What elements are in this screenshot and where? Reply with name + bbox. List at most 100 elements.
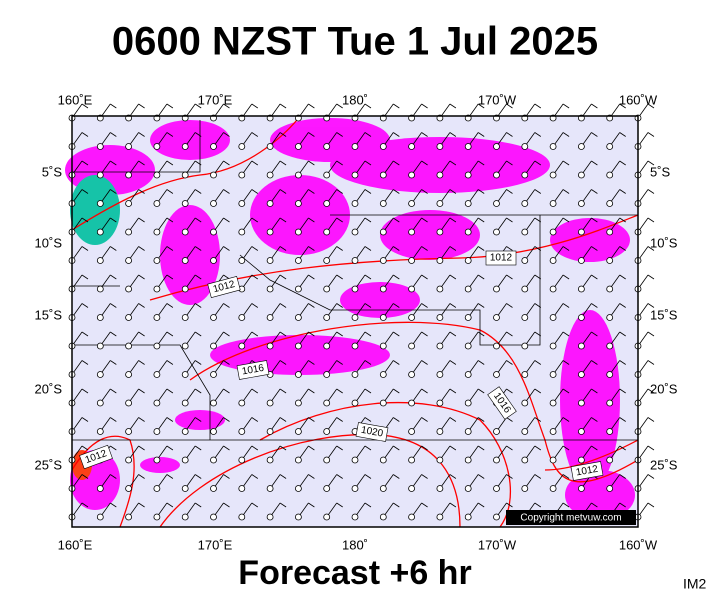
barb-flag [138, 303, 145, 308]
barb-station [294, 171, 302, 179]
barb-flag [506, 160, 513, 166]
barb-station [181, 143, 189, 150]
barb-flag [393, 246, 400, 251]
barb-station [521, 371, 529, 378]
barb-flag [166, 303, 174, 308]
barb-flag [110, 246, 117, 251]
barb-flag [477, 502, 485, 508]
barb-flag [223, 132, 230, 137]
barb-flag [647, 132, 655, 137]
barb-flag [194, 388, 202, 394]
barb-station [96, 399, 104, 407]
barb-flag [194, 103, 202, 109]
barb-flag [393, 417, 400, 422]
barb-flag [477, 160, 485, 166]
barb-flag [138, 417, 145, 422]
barb-station [96, 228, 104, 236]
barb-flag [591, 132, 598, 137]
barb-station [238, 228, 246, 236]
isobar-label: 1012 [485, 250, 517, 266]
barb-flag [591, 189, 598, 194]
barb-station [436, 228, 444, 236]
barb-flag [336, 246, 343, 251]
barb-station [351, 314, 359, 321]
barb-flag [223, 217, 230, 223]
barb-flag [166, 217, 174, 223]
barb-station [323, 371, 331, 378]
barb-flag [166, 502, 174, 508]
longitude-label-bottom: 180˚ [342, 537, 368, 552]
barb-flag [449, 160, 457, 166]
barb-station [436, 200, 444, 207]
barb-flag [619, 502, 626, 508]
barb-flag [364, 246, 372, 251]
barb-station [181, 371, 189, 378]
barb-station [294, 485, 302, 492]
barb-flag [194, 417, 202, 422]
barb-station [521, 228, 529, 236]
isobar-label-box [207, 275, 241, 299]
barb-flag [449, 103, 457, 109]
barb-station [379, 485, 387, 492]
barb-station [210, 257, 217, 264]
barb-flag [393, 388, 400, 394]
barb-flag [138, 474, 145, 479]
barb-flag [421, 360, 428, 365]
barb-flag [223, 160, 230, 166]
barb-station [351, 257, 359, 264]
barb-flag [562, 189, 570, 194]
barb-station [153, 399, 161, 407]
barb-flag [279, 189, 287, 194]
barb-station [181, 285, 189, 293]
barb-station [408, 285, 416, 293]
coastlines [72, 120, 638, 441]
barb-flag [534, 331, 542, 337]
barb-station [294, 342, 302, 350]
barb-flag [336, 274, 343, 280]
barb-flag [449, 331, 457, 337]
barb-station [153, 200, 161, 207]
barb-flag [223, 417, 230, 422]
barb-flag [619, 331, 626, 337]
barb-station [210, 200, 217, 207]
barb-station [351, 399, 359, 407]
barb-flag [421, 417, 428, 422]
barb-station [323, 314, 331, 321]
barb-flag [393, 274, 400, 280]
barb-flag [138, 246, 145, 251]
barb-flag [534, 388, 542, 394]
barb-station [323, 228, 331, 236]
barb-station [238, 456, 246, 464]
longitude-label-bottom: 170˚W [478, 537, 517, 552]
barb-station [294, 285, 302, 293]
barb-station [294, 456, 302, 464]
barb-flag [308, 160, 315, 166]
barb-station [464, 257, 472, 264]
barb-station [266, 456, 274, 464]
barb-flag [562, 103, 570, 109]
barb-station [578, 456, 585, 464]
barb-station [464, 143, 472, 150]
barb-flag [194, 217, 202, 223]
barb-flag [166, 445, 174, 451]
barb-flag [477, 474, 485, 479]
barb-station [408, 342, 416, 350]
barb-flag [534, 502, 542, 508]
barb-flag [421, 189, 428, 194]
barb-flag [308, 502, 315, 508]
barb-flag [166, 417, 174, 422]
barb-flag [279, 417, 287, 422]
barb-flag [562, 445, 570, 451]
barb-station [294, 143, 302, 150]
isobar-label-text: 1012 [575, 464, 599, 479]
barb-flag [223, 331, 230, 337]
barb-station [464, 285, 472, 293]
barb-flag [477, 388, 485, 394]
barb-station [379, 200, 387, 207]
barb-flag [251, 417, 259, 422]
barb-flag [477, 103, 485, 109]
barb-station [436, 285, 444, 293]
barb-flag [251, 445, 259, 451]
barb-station [464, 371, 472, 378]
barb-station [606, 371, 614, 378]
